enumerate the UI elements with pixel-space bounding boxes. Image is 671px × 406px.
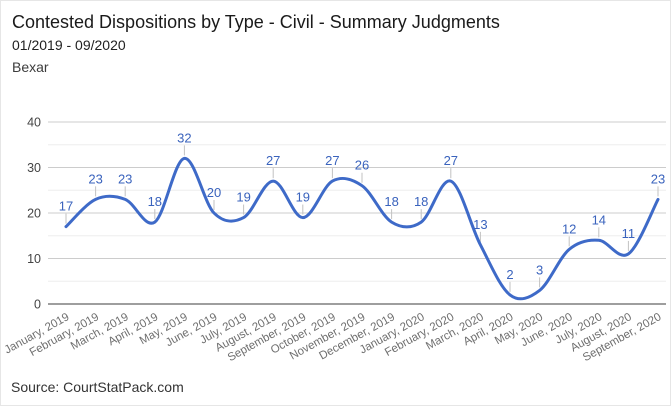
y-axis-tick-label: 40 xyxy=(27,116,41,130)
series-line xyxy=(64,156,660,301)
chart-title: Contested Dispositions by Type - Civil -… xyxy=(12,12,500,32)
point-value-label: 18 xyxy=(384,194,398,209)
y-axis-tick-label: 30 xyxy=(27,161,41,175)
point-value-label: 19 xyxy=(236,190,250,205)
point-value-label: 18 xyxy=(148,194,162,209)
point-value-label: 2 xyxy=(506,267,513,282)
point-value-label: 19 xyxy=(296,190,310,205)
source-text: Source: CourtStatPack.com xyxy=(11,379,184,395)
chart-date-range: 01/2019 - 09/2020 xyxy=(12,37,126,53)
point-value-label: 23 xyxy=(88,171,102,186)
point-value-label: 12 xyxy=(562,221,576,236)
point-value-label: 20 xyxy=(207,185,221,200)
point-value-label: 26 xyxy=(355,158,369,173)
point-value-label: 18 xyxy=(414,194,428,209)
y-axis-tick-label: 0 xyxy=(34,298,41,312)
point-value-label: 32 xyxy=(177,130,191,145)
point-value-label: 3 xyxy=(536,262,543,277)
point-value-label: 11 xyxy=(622,226,636,241)
y-axis-tick-label: 10 xyxy=(27,252,41,266)
chart-region-label: Bexar xyxy=(12,59,49,75)
point-value-label: 27 xyxy=(444,153,458,168)
point-value-label: 27 xyxy=(325,153,339,168)
point-value-label: 27 xyxy=(266,153,280,168)
point-value-label: 23 xyxy=(651,171,665,186)
point-value-label: 14 xyxy=(592,212,606,227)
point-value-label: 13 xyxy=(473,217,487,232)
y-axis-tick-label: 20 xyxy=(27,207,41,221)
point-value-label: 17 xyxy=(59,199,73,214)
point-value-label: 23 xyxy=(118,171,132,186)
